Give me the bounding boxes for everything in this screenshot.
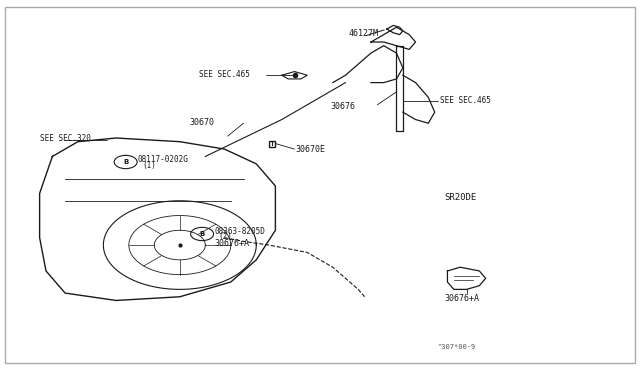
Text: 46127M: 46127M <box>349 29 379 38</box>
Text: SEE SEC.465: SEE SEC.465 <box>199 70 250 78</box>
Text: B: B <box>200 231 205 237</box>
Text: B: B <box>123 158 128 165</box>
Text: ^307*00·9: ^307*00·9 <box>438 344 476 350</box>
Text: SEE SEC.465: SEE SEC.465 <box>440 96 491 105</box>
Text: SR20DE: SR20DE <box>444 193 477 202</box>
Text: 30670E: 30670E <box>296 145 326 154</box>
Text: 30670: 30670 <box>190 118 215 127</box>
Text: 30676+A: 30676+A <box>214 239 249 248</box>
Text: 30676+A: 30676+A <box>444 294 479 303</box>
Text: 30676: 30676 <box>330 102 355 111</box>
Text: 08117-0202G: 08117-0202G <box>138 155 189 164</box>
Text: 08363-8205D: 08363-8205D <box>214 227 265 235</box>
Text: (2): (2) <box>218 232 232 241</box>
Text: SEE SEC.320: SEE SEC.320 <box>40 134 90 142</box>
Text: (1): (1) <box>143 161 157 170</box>
